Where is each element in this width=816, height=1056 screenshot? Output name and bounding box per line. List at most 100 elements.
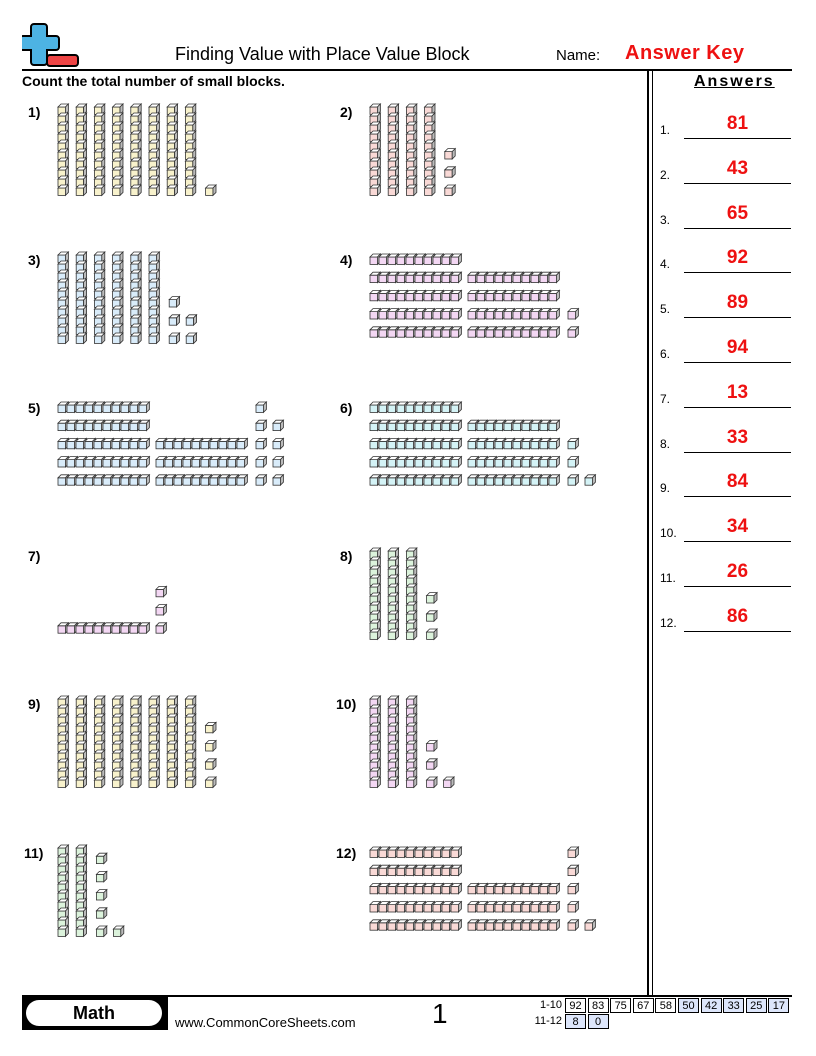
place-value-blocks xyxy=(57,103,217,197)
answer-line xyxy=(684,406,791,408)
problem-number: 9) xyxy=(28,696,41,712)
worksheet-title: Finding Value with Place Value Block xyxy=(175,44,470,64)
subject-badge: Math xyxy=(22,997,168,1030)
score-cell: 42 xyxy=(700,998,722,1013)
answer-number: 7. xyxy=(660,391,671,406)
answer-number: 4. xyxy=(660,257,671,272)
answer-column-divider-inner xyxy=(652,70,653,995)
answer-line xyxy=(684,138,791,139)
answer-number: 5. xyxy=(660,302,671,317)
problem-number: 2) xyxy=(340,104,353,120)
answer-number: 2. xyxy=(660,167,671,182)
score-cell: 75 xyxy=(610,998,632,1013)
score-cell: 92 xyxy=(565,998,586,1013)
problem-number: 4) xyxy=(340,252,353,268)
answer-number: 10. xyxy=(660,526,677,541)
answer-row: 6. 94 xyxy=(660,333,795,363)
answer-column-divider xyxy=(647,70,649,995)
answer-line xyxy=(684,317,791,319)
answer-line xyxy=(684,272,791,274)
answer-number: 1. xyxy=(660,123,671,137)
instructions: Count the total number of small blocks. xyxy=(22,73,285,89)
problem-number: 3) xyxy=(28,252,41,268)
place-value-blocks xyxy=(57,251,198,345)
answer-line xyxy=(684,496,791,498)
answer-line xyxy=(684,586,791,587)
score-cell: 8 xyxy=(565,1014,586,1029)
answer-value: 26 xyxy=(726,561,749,582)
answer-value: 92 xyxy=(726,247,749,269)
answer-line xyxy=(684,227,791,229)
footer-divider xyxy=(22,995,792,997)
name-value: Answer Key xyxy=(625,42,745,64)
place-value-blocks xyxy=(57,401,285,487)
answers-heading: Answers xyxy=(694,73,775,90)
place-value-blocks xyxy=(369,401,597,487)
answer-value: 65 xyxy=(726,202,749,224)
score-row-label: 1-10 xyxy=(539,999,562,1011)
subject-label: Math xyxy=(26,1000,162,1026)
logo-icon xyxy=(22,23,79,67)
answer-value: 33 xyxy=(726,426,749,448)
answer-line xyxy=(684,630,791,632)
answer-value: 13 xyxy=(726,381,749,403)
place-value-blocks xyxy=(369,695,455,789)
score-cell: 25 xyxy=(745,998,767,1013)
site-url: www.CommonCoreSheets.com xyxy=(175,1015,356,1030)
answer-row: 12. 86 xyxy=(660,602,795,632)
answer-row: 8. 33 xyxy=(660,423,795,453)
answer-row: 11. 26 xyxy=(660,557,795,587)
answer-number: 6. xyxy=(660,347,671,361)
score-cell: 50 xyxy=(678,998,699,1013)
score-cell: 0 xyxy=(587,1014,609,1029)
answer-row: 9. 84 xyxy=(660,467,795,498)
header-divider xyxy=(22,69,792,71)
problem-number: 1) xyxy=(28,104,41,120)
place-value-blocks xyxy=(369,846,597,932)
answer-value: 94 xyxy=(726,337,749,358)
answer-number: 3. xyxy=(660,212,671,227)
answer-row: 5. 89 xyxy=(660,288,795,319)
problem-number: 12) xyxy=(336,845,357,861)
page-number: 1 xyxy=(432,998,448,1029)
answer-row: 7. 13 xyxy=(660,378,795,408)
answer-line xyxy=(684,182,791,184)
problem-number: 10) xyxy=(336,696,357,712)
answer-number: 9. xyxy=(660,481,671,496)
name-label: Name: xyxy=(556,47,601,64)
answer-row: 3. 65 xyxy=(660,199,795,229)
place-value-blocks xyxy=(57,695,217,789)
answer-number: 8. xyxy=(660,436,671,451)
place-value-blocks xyxy=(369,547,438,641)
answer-value: 84 xyxy=(726,471,749,493)
problem-number: 8) xyxy=(340,548,353,564)
score-cell: 67 xyxy=(632,998,654,1013)
answer-line xyxy=(684,541,791,543)
place-value-blocks xyxy=(369,103,457,197)
answer-number: 11. xyxy=(660,571,676,585)
score-row-label: 11-12 xyxy=(534,1015,562,1027)
problem-number: 5) xyxy=(28,400,41,416)
answer-row: 2. 43 xyxy=(660,154,795,184)
answer-line xyxy=(684,451,791,453)
answer-line xyxy=(684,362,791,363)
place-value-blocks xyxy=(57,585,168,635)
answer-value: 86 xyxy=(726,605,749,627)
answer-value: 34 xyxy=(726,516,749,538)
problem-number: 11) xyxy=(24,845,44,861)
answer-row: 1. 81 xyxy=(660,109,795,139)
answer-row: 10. 34 xyxy=(660,512,795,543)
score-cell: 58 xyxy=(655,998,677,1013)
score-cell: 83 xyxy=(587,998,609,1013)
problem-number: 6) xyxy=(340,400,353,416)
answer-number: 12. xyxy=(660,615,677,630)
answer-value: 43 xyxy=(726,157,749,179)
place-value-blocks xyxy=(57,844,125,938)
place-value-blocks xyxy=(369,253,580,339)
score-cell: 17 xyxy=(768,998,790,1013)
problem-number: 7) xyxy=(28,548,41,564)
answer-value: 89 xyxy=(726,292,749,314)
score-cell: 33 xyxy=(723,998,745,1013)
answer-value: 81 xyxy=(726,113,749,134)
answer-row: 4. 92 xyxy=(660,243,795,274)
